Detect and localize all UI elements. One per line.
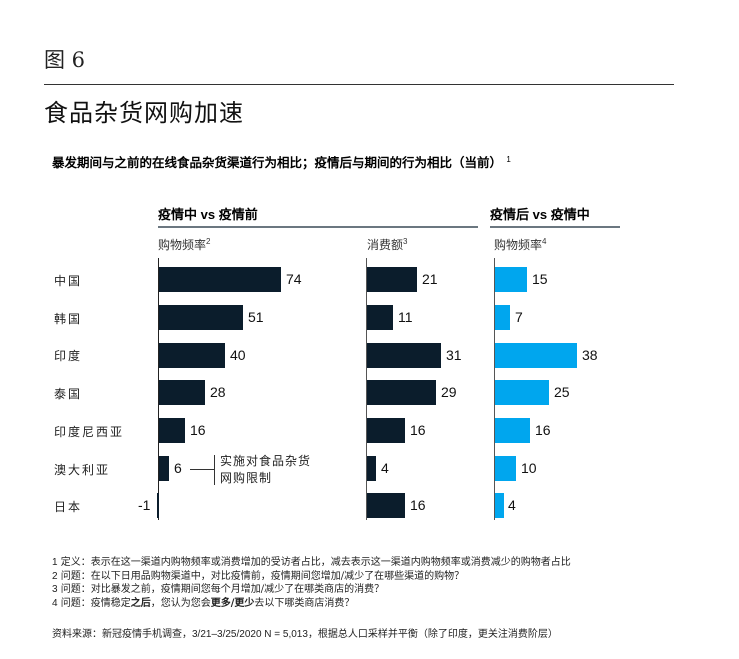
value-label: 4 (508, 497, 516, 513)
footnote-1: 1 定义：表示在这一渠道内购物频率或消费增加的受访者占比，减去表示这一渠道内购物… (52, 557, 571, 568)
axis-frequency (158, 258, 159, 520)
bar-after-china (495, 267, 527, 292)
bar-spend-australia (367, 456, 376, 481)
bar-frequency-thailand (159, 380, 205, 405)
chart-subtitle: 暴发期间与之前的在线食品杂货渠道行为相比；疫情后与期间的行为相比（当前） 1 (52, 154, 511, 170)
column-header-spend: 消费额3 (367, 237, 408, 252)
value-label: 29 (441, 384, 457, 400)
column-header-frequency: 购物频率2 (158, 237, 211, 252)
value-label: 7 (515, 309, 523, 325)
value-label: 28 (210, 384, 226, 400)
value-label: 11 (398, 309, 413, 325)
row-label-indonesia: 印度尼西亚 (54, 425, 125, 439)
bar-spend-china (367, 267, 417, 292)
figure-number: 图 6 (44, 48, 86, 72)
value-label: 31 (446, 347, 462, 363)
bar-after-australia (495, 456, 516, 481)
axis-spend (366, 258, 367, 520)
value-label: 6 (174, 460, 182, 476)
value-label: 25 (554, 384, 570, 400)
bar-frequency-indonesia (159, 418, 185, 443)
bar-frequency-india (159, 343, 225, 368)
annotation-bracket (214, 455, 215, 485)
value-label: 21 (422, 271, 438, 287)
column-header-frequency-after: 购物频率4 (494, 237, 547, 252)
source-note: 资料来源：新冠疫情手机调查，3/21–3/25/2020 N = 5,013，根… (52, 629, 558, 640)
annotation-text: 实施对食品杂货 网购限制 (220, 454, 312, 485)
value-label: 15 (532, 271, 548, 287)
bar-frequency-australia (159, 456, 169, 481)
axis-frequency-after (494, 258, 495, 520)
row-label-india: 印度 (54, 349, 83, 363)
value-label: 4 (381, 460, 389, 476)
bar-after-thailand (495, 380, 549, 405)
value-label: 16 (190, 422, 206, 438)
value-label: 51 (248, 309, 264, 325)
row-label-korea: 韩国 (54, 312, 83, 326)
footnote-2: 2 问题：在以下日用品购物渠道中，对比疫情前，疫情期间您增加/减少了在哪些渠道的… (52, 570, 465, 582)
top-divider (44, 84, 674, 85)
footnotes: 1 定义：表示在这一渠道内购物频率或消费增加的受访者占比，减去表示这一渠道内购物… (52, 556, 571, 610)
bar-after-india (495, 343, 577, 368)
bar-after-japan (495, 493, 504, 518)
row-label-china: 中国 (54, 274, 83, 288)
bar-spend-korea (367, 305, 393, 330)
value-label: 10 (521, 460, 537, 476)
value-label: 40 (230, 347, 246, 363)
group-rule-1 (158, 226, 478, 228)
group-rule-2 (490, 226, 620, 228)
row-label-australia: 澳大利亚 (54, 463, 111, 477)
value-label: 16 (535, 422, 551, 438)
annotation-connector (190, 469, 214, 470)
group-header-after-vs-during: 疫情后 vs 疫情中 (490, 207, 590, 223)
value-label: 74 (286, 271, 302, 287)
bar-frequency-japan (157, 493, 159, 518)
bar-after-indonesia (495, 418, 530, 443)
bar-spend-indonesia (367, 418, 405, 443)
row-label-thailand: 泰国 (54, 387, 83, 401)
bar-after-korea (495, 305, 510, 330)
value-label: 16 (410, 422, 426, 438)
footnote-4: 4 问题：疫情稳定之后，您认为您会更多/更少去以下哪类商店消费？ (52, 597, 355, 609)
value-label: 16 (410, 497, 426, 513)
bar-spend-india (367, 343, 441, 368)
bar-spend-thailand (367, 380, 436, 405)
bar-spend-japan (367, 493, 405, 518)
value-label: 38 (582, 347, 598, 363)
bar-frequency-china (159, 267, 281, 292)
bar-frequency-korea (159, 305, 243, 330)
footnote-3: 3 问题：对比暴发之前，疫情期间您每个月增加/减少了在哪类商店的消费？ (52, 584, 385, 595)
chart-title: 食品杂货网购加速 (44, 99, 244, 127)
row-label-japan: 日本 (54, 500, 83, 514)
group-header-during-vs-before: 疫情中 vs 疫情前 (158, 207, 258, 223)
value-label: -1 (138, 497, 151, 513)
